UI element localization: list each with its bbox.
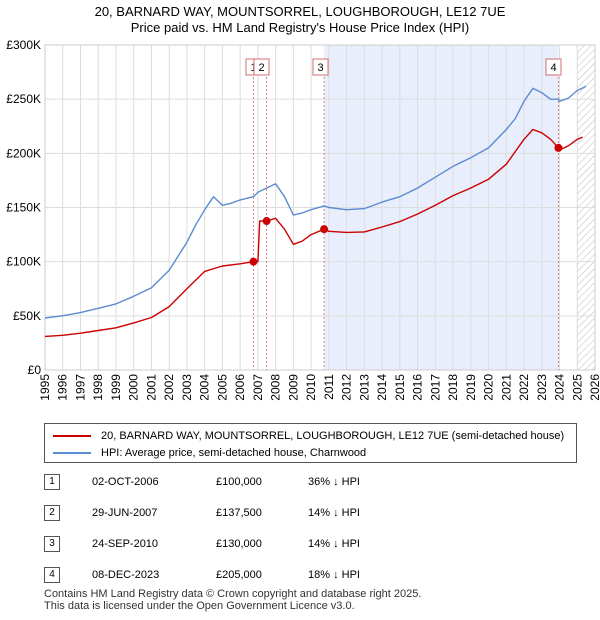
sale-row: 4 08-DEC-2023 £205,000 18% ↓ HPI [44, 567, 444, 587]
x-tick-label: 2025 [570, 374, 584, 401]
y-tick-label: £50K [13, 309, 41, 323]
x-tick-label: 2010 [304, 374, 318, 401]
x-tick-label: 2018 [446, 374, 460, 401]
y-tick-label: £100K [6, 255, 41, 269]
sale-point [249, 257, 258, 266]
x-tick-label: 2007 [251, 374, 265, 401]
x-tick-label: 2005 [215, 374, 229, 401]
legend-swatch-property [53, 435, 91, 437]
y-tick-label: £250K [6, 92, 41, 106]
x-tick-label: 2003 [180, 374, 194, 401]
x-tick-label: 2016 [411, 374, 425, 401]
x-tick-label: 2022 [517, 374, 531, 401]
chart-title: 20, BARNARD WAY, MOUNTSORREL, LOUGHBOROU… [94, 4, 506, 19]
y-tick-label: £0 [28, 363, 42, 377]
sale-row: 3 24-SEP-2010 £130,000 14% ↓ HPI [44, 536, 444, 556]
x-tick-label: 1999 [109, 374, 123, 401]
sale-price: £205,000 [216, 569, 262, 581]
sale-point [554, 143, 563, 152]
x-tick-label: 2012 [340, 374, 354, 401]
x-tick-label: 2020 [482, 374, 496, 401]
sale-hpi-diff: 18% ↓ HPI [308, 569, 360, 581]
chart-legend: 20, BARNARD WAY, MOUNTSORREL, LOUGHBOROU… [44, 423, 577, 463]
hpi-series-line [44, 85, 587, 319]
x-tick-label: 1996 [56, 374, 70, 401]
x-tick-label: 2000 [127, 374, 141, 401]
x-tick-label: 2013 [357, 374, 371, 401]
x-tick-label: 2011 [322, 374, 336, 400]
property-series-line [44, 128, 583, 338]
x-tick-label: 2008 [269, 374, 283, 401]
sale-price: £137,500 [216, 507, 262, 519]
sale-point [320, 225, 329, 234]
sale-number-badge: 1 [44, 474, 60, 490]
sale-date: 29-JUN-2007 [92, 507, 158, 519]
x-tick-label: 1995 [38, 374, 52, 401]
x-tick-label: 1997 [73, 374, 87, 401]
legend-label-hpi: HPI: Average price, semi-detached house,… [101, 447, 367, 459]
x-tick-label: 2006 [233, 374, 247, 401]
x-tick-label: 2026 [588, 374, 600, 401]
sale-point [262, 217, 271, 226]
price-chart: 1234 £0£50K£100K£150K£200K£250K£300K1995… [6, 38, 600, 401]
plot-border [44, 44, 596, 371]
x-tick-label: 2001 [144, 374, 158, 401]
sale-number-label: 4 [550, 62, 556, 74]
x-tick-label: 2004 [198, 374, 212, 401]
sale-hpi-diff: 36% ↓ HPI [308, 476, 360, 488]
x-tick-label: 1998 [91, 374, 105, 401]
x-tick-label: 2015 [393, 374, 407, 401]
sale-date: 02-OCT-2006 [92, 476, 159, 488]
sale-number-box [253, 58, 270, 76]
sale-number-box [312, 58, 329, 76]
sale-number-label: 3 [317, 62, 323, 74]
footer-licence: This data is licensed under the Open Gov… [44, 600, 355, 612]
y-tick-label: £300K [6, 38, 41, 52]
x-tick-label: 2019 [464, 374, 478, 401]
x-tick-label: 2024 [553, 374, 567, 401]
x-tick-label: 2023 [535, 374, 549, 401]
sale-number-label: 2 [258, 62, 264, 74]
sale-row: 2 29-JUN-2007 £137,500 14% ↓ HPI [44, 505, 444, 525]
x-tick-label: 2021 [499, 374, 513, 401]
legend-swatch-hpi [53, 452, 91, 454]
sale-row: 1 02-OCT-2006 £100,000 36% ↓ HPI [44, 474, 444, 494]
chart-subtitle: Price paid vs. HM Land Registry's House … [130, 20, 470, 35]
sale-price: £100,000 [216, 476, 262, 488]
sale-hpi-diff: 14% ↓ HPI [308, 538, 360, 550]
sale-number-badge: 3 [44, 536, 60, 552]
sale-date: 24-SEP-2010 [92, 538, 159, 550]
sale-hpi-diff: 14% ↓ HPI [308, 507, 360, 519]
footer-copyright: Contains HM Land Registry data © Crown c… [44, 588, 422, 600]
sale-date: 08-DEC-2023 [92, 569, 160, 581]
sale-number-badge: 2 [44, 505, 60, 521]
x-tick-label: 2014 [375, 374, 389, 401]
sale-number-box [545, 58, 562, 76]
y-tick-label: £200K [6, 146, 41, 160]
sale-price: £130,000 [216, 538, 262, 550]
x-tick-label: 2009 [286, 374, 300, 401]
x-tick-label: 2017 [428, 374, 442, 401]
sale-number-badge: 4 [44, 567, 60, 583]
x-tick-label: 2002 [162, 374, 176, 401]
legend-label-property: 20, BARNARD WAY, MOUNTSORREL, LOUGHBOROU… [101, 430, 565, 442]
y-tick-label: £150K [6, 201, 41, 215]
